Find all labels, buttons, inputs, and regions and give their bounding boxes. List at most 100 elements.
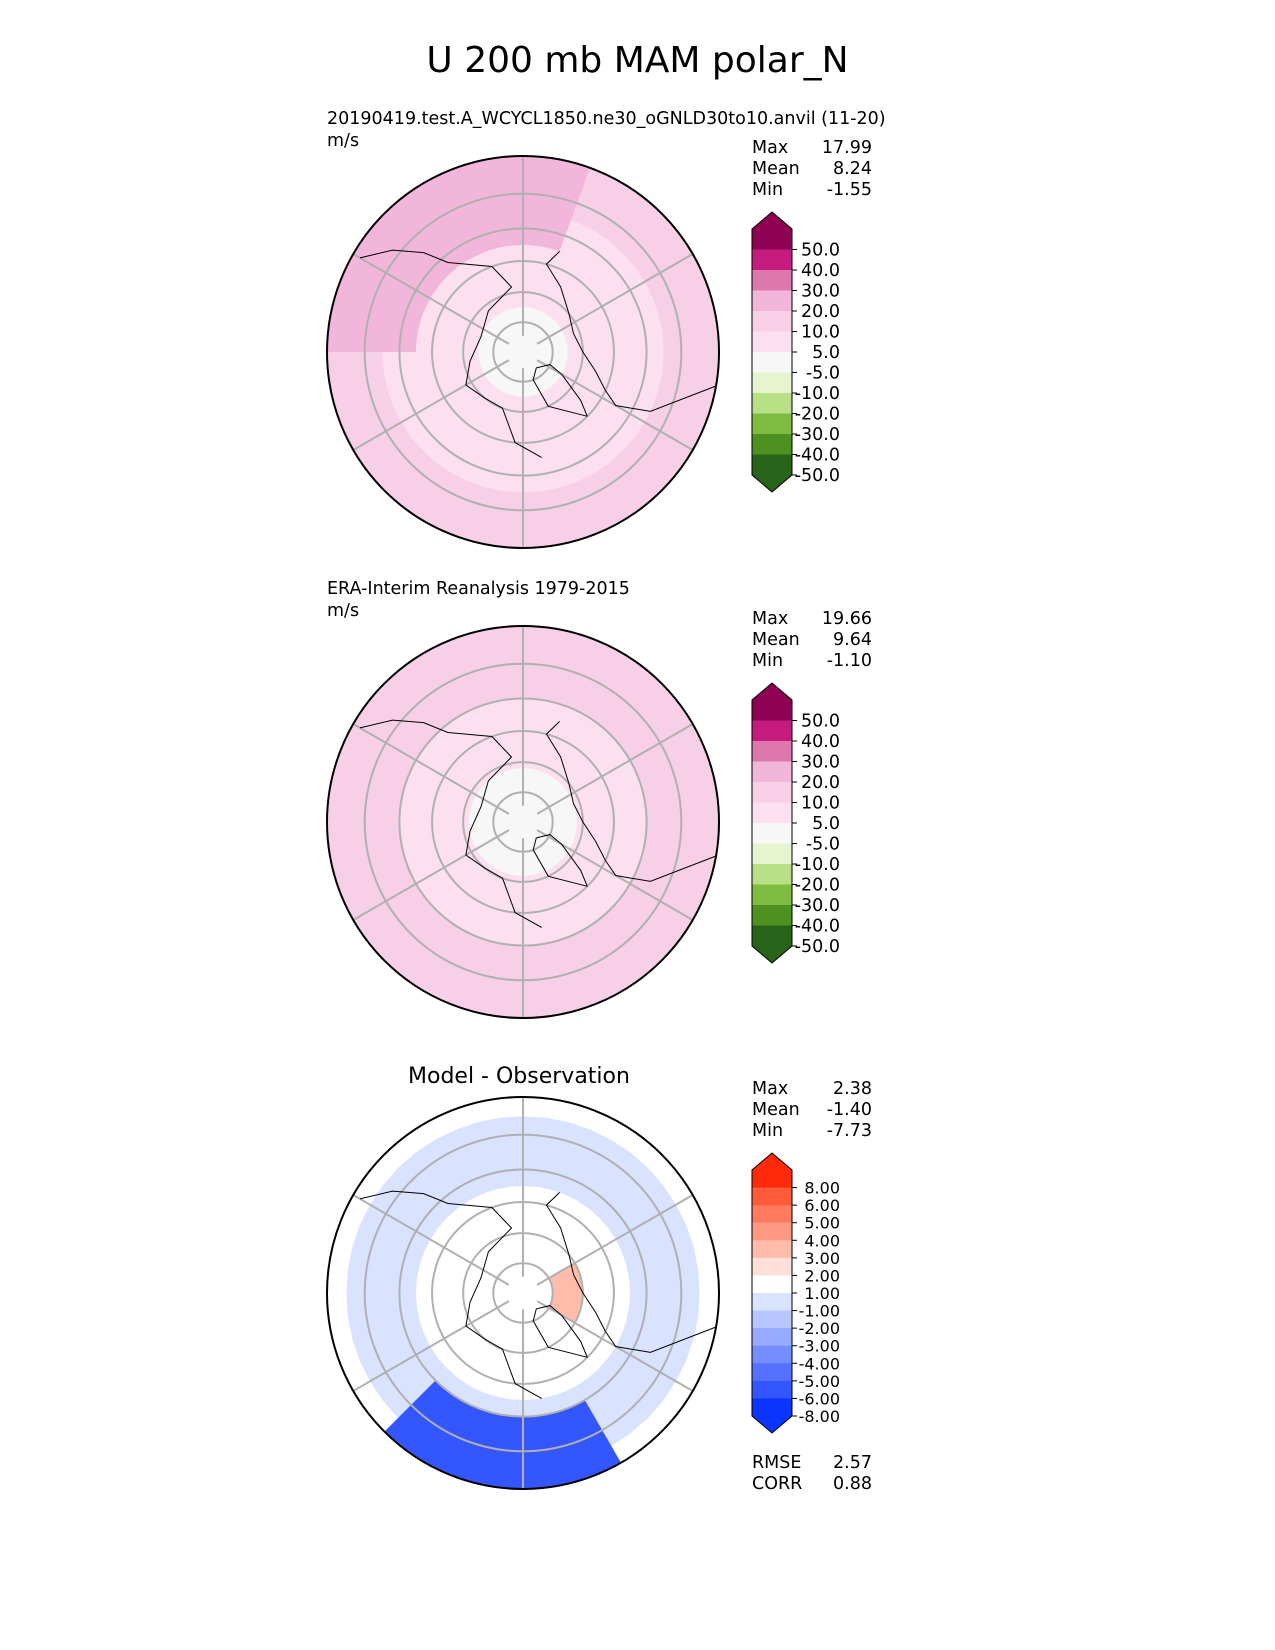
panel3-field-region-1 (384, 1380, 621, 1489)
panel2-colorbar-label-2: 30.0 (801, 753, 840, 773)
panel2-colorbar-segment-4 (752, 782, 792, 803)
panel1-field-region-0 (382, 211, 664, 493)
panel3-coastline-1 (545, 1192, 717, 1353)
panel1-colorbar-segment-4 (752, 311, 792, 332)
panel1-colorbar-segment-11 (752, 454, 792, 476)
panel3-coastline-0 (359, 1190, 542, 1399)
panel2-field-region-1 (469, 768, 577, 876)
panel1-colorbar-segment-7 (752, 372, 792, 394)
panel2-field (327, 626, 719, 1018)
panel2-colorbar-label-9: -30.0 (795, 896, 840, 916)
panel3-map-boundary (326, 1096, 720, 1490)
panel3-colorbar-label-13: -8.00 (799, 1407, 840, 1426)
panel3-colorbar-segment-0 (752, 1170, 792, 1189)
panel1-graticule-lon-240 (536, 253, 694, 345)
panel2-min-label: Min (752, 651, 784, 671)
panel1-colorbar: 50.040.030.020.010.05.0-5.0-10.0-20.0-30… (751, 211, 840, 493)
panel3-colorbar-label-4: 3.00 (804, 1249, 840, 1268)
panel3-colorbar-label-5: 2.00 (804, 1266, 840, 1285)
panel1-colorbar-extend-bottom (752, 475, 792, 492)
panel1-map-boundary (326, 155, 720, 549)
panel2-map (326, 625, 720, 1019)
panel1-colorbar-label-8: -20.0 (795, 405, 840, 425)
panel1-max-label: Max (752, 138, 789, 158)
panel3-colorbar-segment-4 (752, 1240, 792, 1259)
panel2-mean-value: 9.64 (833, 630, 872, 650)
panel3-colorbar-segment-5 (752, 1257, 792, 1276)
panel3-rmse-label: RMSE (752, 1453, 802, 1473)
panel3-graticule-lon-240 (536, 1194, 694, 1286)
panel1-units: m/s (327, 131, 360, 151)
panel3-colorbar-label-9: -3.00 (799, 1337, 840, 1356)
panel2-colorbar-segment-5 (752, 802, 792, 824)
panel3-colorbar-label-7: -1.00 (799, 1302, 840, 1321)
panel3-min-label: Min (752, 1121, 784, 1141)
panel2-max-label: Max (752, 609, 789, 629)
panel2-colorbar-label-10: -40.0 (795, 917, 840, 937)
panel3-title: Model - Observation (408, 1064, 630, 1089)
panel1-mean-value: 8.24 (833, 159, 872, 179)
panel3-corr-label: CORR (752, 1474, 803, 1494)
panel2-graticule-lon-240 (536, 723, 694, 815)
panel3-colorbar-label-11: -5.00 (799, 1372, 840, 1391)
panel3-coastline-2 (532, 1305, 588, 1358)
panel2-colorbar-label-8: -20.0 (795, 876, 840, 896)
panel2-colorbar-label-5: 5.0 (812, 814, 840, 834)
panel1-graticule-lon-60 (352, 359, 510, 451)
panel2-colorbar-segment-1 (752, 720, 792, 742)
panel3-colorbar-extend-top (752, 1153, 792, 1170)
panel2-colorbar-segment-10 (752, 905, 792, 926)
panel1-title: 20190419.test.A_WCYCL1850.ne30_oGNLD30to… (327, 109, 886, 129)
panel2-min-value: -1.10 (826, 651, 872, 671)
panel3-colorbar-label-10: -4.00 (799, 1354, 840, 1373)
panel3-field-region-2 (548, 1263, 583, 1323)
panel2-colorbar-segment-8 (752, 864, 792, 885)
panel2-colorbar-extend-bottom (752, 946, 792, 963)
panel1-min-value: -1.55 (826, 180, 872, 200)
panel1-colorbar-segment-0 (752, 229, 792, 250)
panel2-colorbar: 50.040.030.020.010.05.0-5.0-10.0-20.0-30… (751, 682, 840, 964)
panel3-colorbar-label-12: -6.00 (799, 1389, 840, 1408)
panel1-colorbar-label-10: -40.0 (795, 446, 840, 466)
panel3-colorbar-segment-6 (752, 1275, 792, 1294)
panel2-colorbar-segment-11 (752, 925, 792, 947)
panel3-colorbar-segment-10 (752, 1345, 792, 1364)
panel3-colorbar-segment-13 (752, 1398, 792, 1417)
panel3-colorbar-label-8: -2.00 (799, 1319, 840, 1338)
panel3-colorbar-segment-12 (752, 1380, 792, 1399)
panel2-coastline-2 (532, 834, 588, 887)
panel1-map (326, 155, 720, 549)
panel1-colorbar-segment-3 (752, 290, 792, 312)
panel1-colorbar-label-4: 10.0 (801, 323, 840, 343)
panel3-colorbar-segment-7 (752, 1293, 792, 1312)
panel2-colorbar-segment-3 (752, 761, 792, 783)
panel2-colorbar-label-3: 20.0 (801, 773, 840, 793)
panel3-graticule-lon-60 (352, 1300, 510, 1392)
panel3-colorbar-segment-11 (752, 1363, 792, 1382)
panel1-colorbar-label-2: 30.0 (801, 282, 840, 302)
panel3-colorbar-label-1: 6.00 (804, 1196, 840, 1215)
panel1-coastline-0 (359, 249, 542, 458)
panel2-colorbar-segment-2 (752, 741, 792, 762)
panel3-colorbar-segment-2 (752, 1205, 792, 1224)
panel2-coastline-1 (545, 721, 717, 882)
panel1-colorbar-segment-9 (752, 413, 792, 435)
panel3-colorbar-segment-1 (752, 1187, 792, 1206)
panel2-colorbar-label-1: 40.0 (801, 732, 840, 752)
panel2-colorbar-segment-0 (752, 700, 792, 721)
panel2-colorbar-label-4: 10.0 (801, 794, 840, 814)
panel3-colorbar-label-6: 1.00 (804, 1284, 840, 1303)
panel1-colorbar-label-11: -50.0 (795, 466, 840, 486)
panel3-map (326, 1096, 720, 1490)
panel1-colorbar-segment-6 (752, 352, 792, 373)
panel1-colorbar-label-0: 50.0 (801, 241, 840, 261)
panel3-colorbar-segment-3 (752, 1222, 792, 1241)
panel2-map-boundary (326, 625, 720, 1019)
panel3-colorbar: 8.006.005.004.003.002.001.00-1.00-2.00-3… (751, 1152, 840, 1434)
panel1-colorbar-segment-1 (752, 249, 792, 271)
panel3-colorbar-label-3: 4.00 (804, 1231, 840, 1250)
panel2-colorbar-segment-6 (752, 823, 792, 844)
panel3-rmse-value: 2.57 (833, 1453, 872, 1473)
panel1-field-region-1 (478, 307, 568, 397)
